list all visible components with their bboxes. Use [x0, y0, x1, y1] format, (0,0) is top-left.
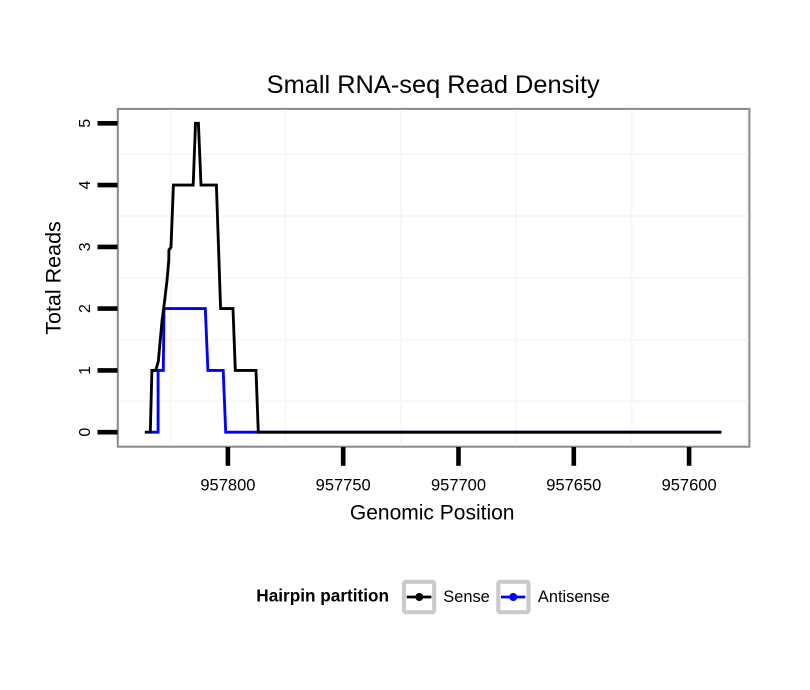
svg-text:1: 1: [77, 366, 94, 375]
svg-text:957600: 957600: [662, 477, 717, 495]
svg-text:Antisense: Antisense: [538, 588, 610, 606]
svg-text:Small RNA-seq Read Density: Small RNA-seq Read Density: [267, 71, 600, 99]
svg-text:957650: 957650: [546, 477, 601, 495]
svg-text:Hairpin partition: Hairpin partition: [256, 586, 389, 606]
svg-text:957750: 957750: [316, 477, 371, 495]
svg-text:957800: 957800: [200, 477, 255, 495]
svg-text:3: 3: [77, 242, 94, 251]
svg-text:4: 4: [77, 181, 94, 190]
svg-text:5: 5: [77, 119, 94, 128]
svg-text:Sense: Sense: [443, 588, 489, 606]
svg-text:Genomic Position: Genomic Position: [350, 502, 515, 525]
svg-text:0: 0: [77, 428, 94, 437]
svg-text:Total Reads: Total Reads: [42, 221, 66, 335]
svg-text:957700: 957700: [431, 477, 486, 495]
svg-text:2: 2: [77, 304, 94, 313]
